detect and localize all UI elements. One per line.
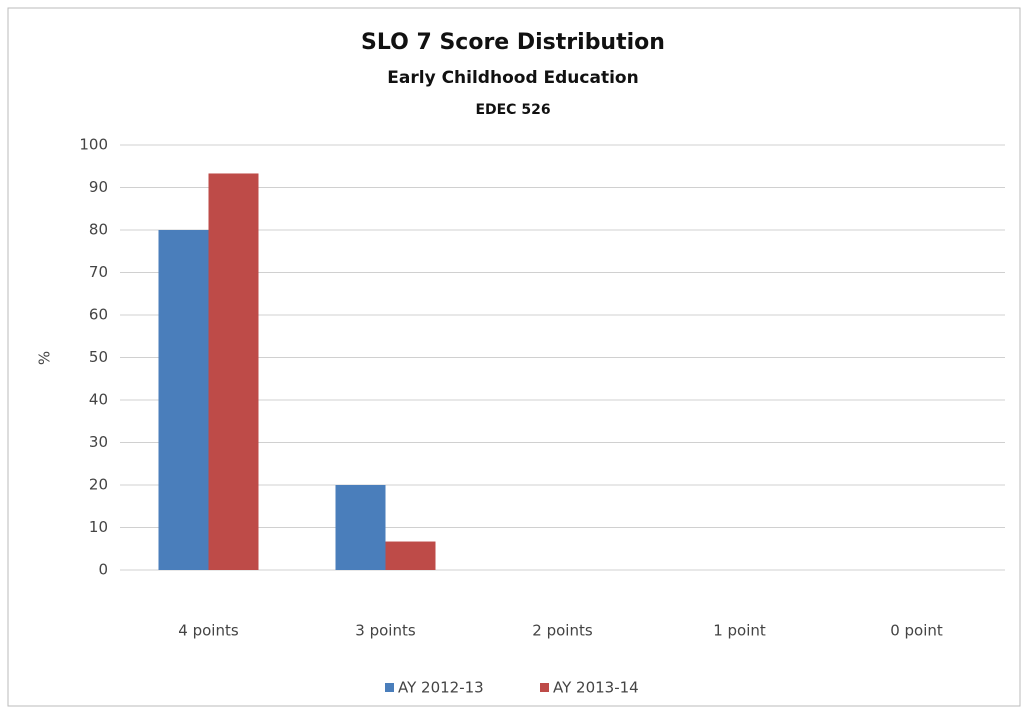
y-tick-label: 80 [89, 221, 108, 239]
legend-label: AY 2012-13 [398, 679, 484, 697]
y-tick-label: 20 [89, 476, 108, 494]
legend-swatch [385, 683, 394, 692]
y-tick-label: 70 [89, 263, 108, 281]
x-tick-label: 3 points [355, 622, 416, 640]
x-tick-label: 4 points [178, 622, 239, 640]
chart-title: SLO 7 Score Distribution [361, 30, 665, 55]
x-tick-label: 2 points [532, 622, 593, 640]
bar [158, 230, 209, 570]
y-tick-label: 0 [98, 561, 108, 579]
y-tick-label: 90 [89, 178, 108, 196]
bar [208, 173, 259, 570]
y-axis-label: % [36, 351, 54, 365]
x-tick-label: 1 point [713, 622, 766, 640]
bar [335, 485, 386, 570]
y-tick-label: 100 [79, 136, 108, 154]
y-tick-label: 30 [89, 433, 108, 451]
chart-subtitle: EDEC 526 [475, 102, 550, 118]
bar [385, 541, 436, 570]
chart-subtitle: Early Childhood Education [387, 68, 638, 88]
legend-label: AY 2013-14 [553, 679, 639, 697]
y-tick-label: 50 [89, 348, 108, 366]
y-tick-label: 40 [89, 391, 108, 409]
x-tick-label: 0 point [890, 622, 943, 640]
legend-swatch [540, 683, 549, 692]
y-tick-label: 10 [89, 518, 108, 536]
y-tick-label: 60 [89, 306, 108, 324]
